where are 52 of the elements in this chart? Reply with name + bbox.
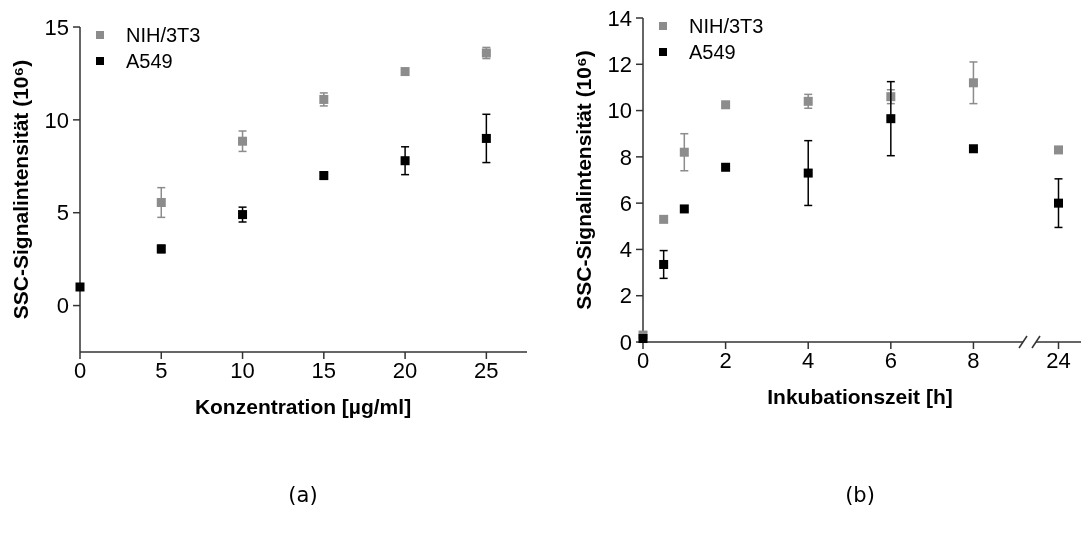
point — [75, 282, 85, 292]
x-tick-label: 8 — [967, 348, 980, 373]
legend-label: NIH/3T3 — [126, 24, 201, 46]
y-tick-label: 15 — [44, 14, 69, 40]
x-tick-label: 0 — [73, 358, 87, 383]
y-tick-label: 14 — [607, 5, 632, 31]
y-tick-label: 10 — [44, 107, 69, 133]
y-tick-label: 5 — [56, 200, 69, 226]
legend-label: A549 — [126, 50, 173, 72]
x-tick-label: 2 — [719, 348, 732, 373]
y-tick-label: 12 — [607, 51, 632, 77]
y-tick-label: 6 — [619, 190, 632, 216]
y-tick-label: 0 — [619, 329, 632, 355]
x-tick-label: 25 — [474, 358, 499, 383]
y-tick-label: 4 — [619, 237, 632, 263]
x-tick-label: 0 — [636, 348, 650, 373]
point — [886, 114, 896, 124]
legend-label: NIH/3T3 — [689, 15, 764, 37]
legend-label: A549 — [689, 41, 736, 63]
x-axis-title: Konzentration [µg/ml] — [194, 395, 412, 418]
x-tick-label: 6 — [884, 348, 897, 373]
point — [803, 96, 813, 106]
point — [721, 100, 731, 110]
point — [659, 259, 669, 269]
point — [659, 214, 669, 224]
x-tick-label: 24 — [1046, 348, 1071, 373]
point — [968, 144, 978, 154]
y-tick-label: 0 — [56, 293, 69, 319]
point — [803, 168, 813, 178]
point — [721, 162, 731, 172]
x-tick-label: 10 — [230, 358, 255, 383]
y-axis-title: SSC-Signalintensität (10⁶) — [572, 50, 595, 310]
x-tick-label: 5 — [155, 358, 168, 383]
point — [400, 67, 410, 77]
y-tick-label: 10 — [607, 98, 632, 124]
x-tick-label: 4 — [802, 348, 815, 373]
x-tick-label: 15 — [311, 358, 337, 383]
x-tick-label: 20 — [392, 358, 418, 383]
x-axis-title: Inkubationszeit [h] — [767, 385, 953, 408]
point — [238, 136, 248, 146]
point — [156, 198, 166, 207]
point — [968, 78, 978, 88]
text: (a) — [288, 483, 318, 508]
y-axis-title: SSC-Signalintensität (10⁶) — [9, 59, 32, 320]
y-tick-label: 8 — [619, 144, 632, 170]
point — [679, 147, 689, 157]
point — [481, 133, 491, 143]
text: (b) — [845, 483, 875, 508]
y-tick-label: 2 — [619, 283, 632, 309]
point — [238, 210, 248, 220]
point — [679, 204, 689, 214]
point — [400, 156, 410, 166]
